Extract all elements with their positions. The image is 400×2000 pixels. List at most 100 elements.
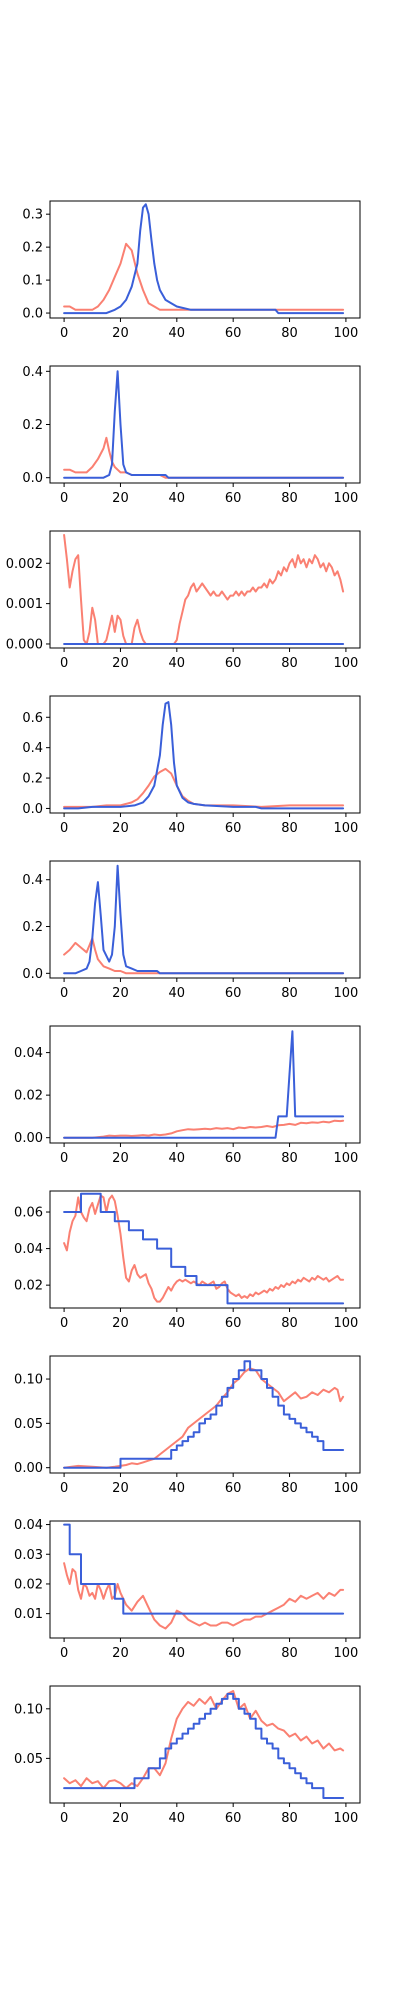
x-tick-label: 100 xyxy=(333,1316,358,1331)
y-tick-label: 0.02 xyxy=(14,1279,43,1294)
y-tick-label: 0.2 xyxy=(22,418,43,433)
chart-panel-4: 0 20 40 60 80 100 0.0 0.2 0.4 0.6 xyxy=(22,695,361,836)
y-tick-label: 0.2 xyxy=(22,920,43,935)
x-tick-label: 60 xyxy=(225,1481,242,1496)
x-tick-label: 100 xyxy=(333,656,358,671)
y-tick-label: 0.02 xyxy=(14,1089,43,1104)
x-tick-label: 80 xyxy=(281,491,298,506)
y-tick-label: 0.10 xyxy=(14,1702,43,1717)
y-tick-label: 0.04 xyxy=(14,1242,43,1257)
series-line-1 xyxy=(63,534,345,645)
series-line-2 xyxy=(63,203,345,315)
chart-panel-1: 0 20 40 60 80 100 0.0 0.1 0.2 0.3 xyxy=(22,200,361,341)
x-tick-label: 80 xyxy=(281,1646,298,1661)
y-tick-label: 0.00 xyxy=(14,1461,43,1476)
axes-frame xyxy=(49,530,361,649)
x-tick-label: 40 xyxy=(169,491,186,506)
y-tick-label: 0.4 xyxy=(22,873,43,888)
x-tick-label: 80 xyxy=(281,326,298,341)
series-line-2 xyxy=(63,1030,345,1139)
series-line-1 xyxy=(63,436,345,479)
x-tick-label: 20 xyxy=(112,656,129,671)
y-tick-label: 0.1 xyxy=(22,274,43,289)
x-tick-label: 40 xyxy=(169,1481,186,1496)
y-tick-label: 0.0 xyxy=(22,307,43,322)
x-tick-label: 60 xyxy=(225,491,242,506)
x-tick-label: 40 xyxy=(169,1646,186,1661)
x-tick-label: 0 xyxy=(60,986,68,1001)
series-line-2 xyxy=(63,370,345,479)
y-tick-label: 0.04 xyxy=(14,1046,43,1061)
x-tick-label: 0 xyxy=(60,1316,68,1331)
x-tick-label: 80 xyxy=(281,1151,298,1166)
series-line-1 xyxy=(63,1367,345,1469)
y-tick-label: 0.2 xyxy=(22,772,43,787)
x-tick-label: 40 xyxy=(169,1316,186,1331)
x-tick-label: 20 xyxy=(112,1646,129,1661)
y-tick-label: 0.00 xyxy=(14,1131,43,1146)
x-tick-label: 0 xyxy=(60,491,68,506)
y-tick-label: 0.02 xyxy=(14,1577,43,1592)
y-tick-label: 0.0 xyxy=(22,967,43,982)
y-tick-label: 0.4 xyxy=(22,365,43,380)
x-tick-label: 80 xyxy=(281,1481,298,1496)
x-tick-label: 60 xyxy=(225,821,242,836)
x-tick-label: 0 xyxy=(60,821,68,836)
x-tick-label: 20 xyxy=(112,491,129,506)
x-tick-label: 100 xyxy=(333,1646,358,1661)
chart-panel-2: 0 20 40 60 80 100 0.0 0.2 0.4 xyxy=(22,365,361,506)
x-tick-label: 60 xyxy=(225,1646,242,1661)
axes-frame xyxy=(49,1025,361,1144)
y-tick-label: 0.05 xyxy=(14,1752,43,1767)
y-tick-label: 0.001 xyxy=(6,597,43,612)
x-tick-label: 40 xyxy=(169,1811,186,1826)
x-tick-label: 100 xyxy=(333,1811,358,1826)
axes-frame xyxy=(49,695,361,814)
y-tick-label: 0.10 xyxy=(14,1373,43,1388)
x-tick-label: 20 xyxy=(112,1811,129,1826)
y-tick-label: 0.6 xyxy=(22,711,43,726)
x-tick-label: 60 xyxy=(225,1811,242,1826)
axes-frame xyxy=(49,1355,361,1474)
x-tick-label: 60 xyxy=(225,1316,242,1331)
y-tick-label: 0.000 xyxy=(6,637,43,652)
x-tick-label: 0 xyxy=(60,1646,68,1661)
chart-panel-10: 0 20 40 60 80 100 0.05 0.10 xyxy=(14,1685,361,1826)
x-tick-label: 20 xyxy=(112,1151,129,1166)
x-tick-label: 100 xyxy=(333,1481,358,1496)
x-tick-label: 100 xyxy=(333,491,358,506)
chart-panel-5: 0 20 40 60 80 100 0.0 0.2 0.4 xyxy=(22,860,361,1001)
x-tick-label: 20 xyxy=(112,326,129,341)
x-tick-label: 40 xyxy=(169,986,186,1001)
x-tick-label: 20 xyxy=(112,1481,129,1496)
x-tick-label: 60 xyxy=(225,656,242,671)
y-tick-label: 0.0 xyxy=(22,802,43,817)
axes-frame xyxy=(49,860,361,979)
y-tick-label: 0.06 xyxy=(14,1206,43,1221)
x-tick-label: 0 xyxy=(60,656,68,671)
series-line-2 xyxy=(63,864,345,975)
x-tick-label: 100 xyxy=(333,821,358,836)
series-line-2 xyxy=(63,1360,345,1469)
x-tick-label: 0 xyxy=(60,326,68,341)
axes-frame xyxy=(49,1685,361,1804)
x-tick-label: 20 xyxy=(112,1316,129,1331)
chart-panel-9: 0 20 40 60 80 100 0.01 0.02 0.03 0.04 xyxy=(14,1518,361,1661)
x-tick-label: 20 xyxy=(112,986,129,1001)
x-tick-label: 40 xyxy=(169,326,186,341)
x-tick-label: 40 xyxy=(169,656,186,671)
y-tick-label: 0.4 xyxy=(22,741,43,756)
x-tick-label: 100 xyxy=(333,986,358,1001)
x-tick-label: 80 xyxy=(281,1316,298,1331)
x-tick-label: 100 xyxy=(333,1151,358,1166)
y-tick-label: 0.04 xyxy=(14,1518,43,1533)
series-line-1 xyxy=(63,1562,345,1630)
x-tick-label: 40 xyxy=(169,1151,186,1166)
x-tick-label: 60 xyxy=(225,326,242,341)
x-tick-label: 60 xyxy=(225,1151,242,1166)
x-tick-label: 20 xyxy=(112,821,129,836)
axes-frame xyxy=(49,365,361,484)
series-line-2 xyxy=(63,1192,345,1305)
x-tick-label: 60 xyxy=(225,986,242,1001)
